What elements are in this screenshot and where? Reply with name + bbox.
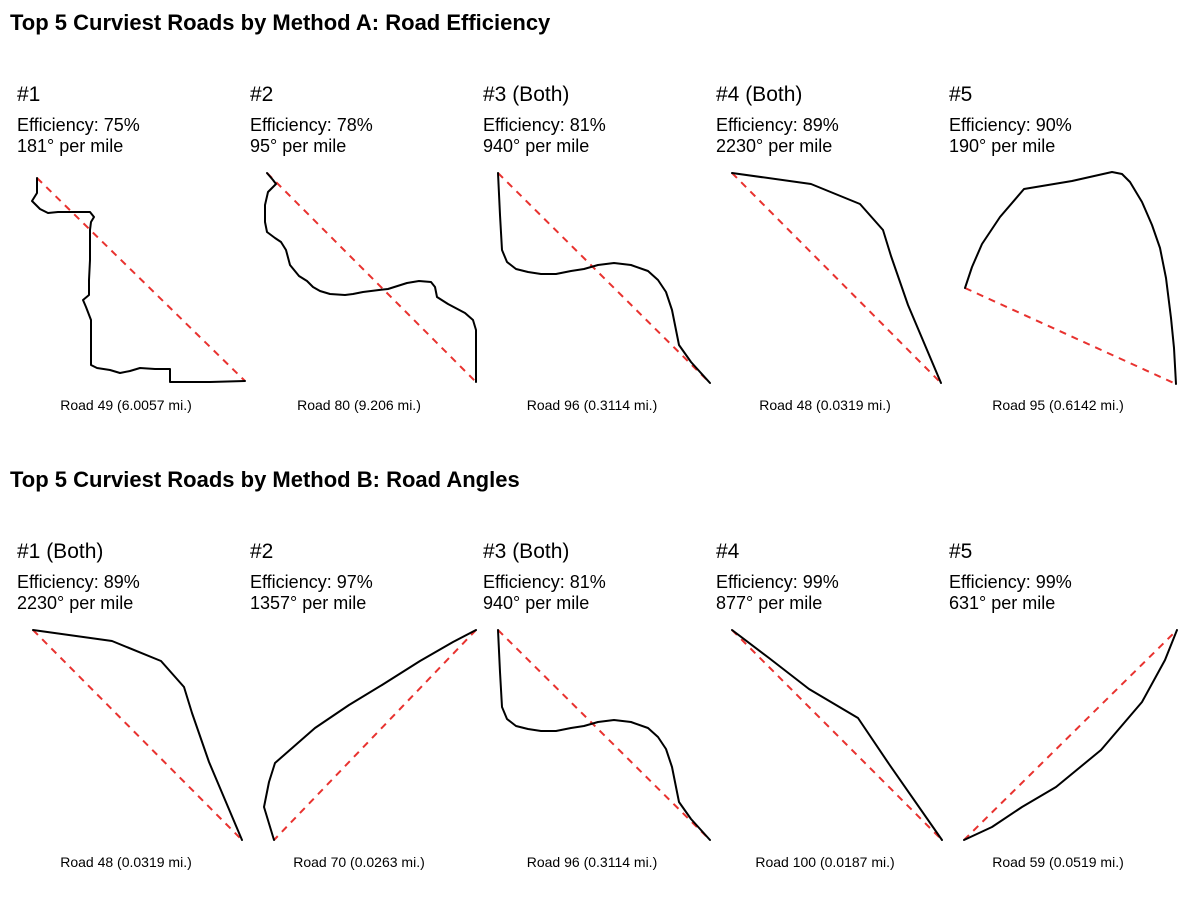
panel-rank-label: #4 (Both)	[716, 83, 803, 106]
road-panel: #2 Efficiency: 97% 1357° per mile Road 70 (…	[243, 467, 477, 887]
road-caption: Road 100 (0.0187 mi.)	[755, 854, 895, 870]
road-caption: Road 80 (9.206 mi.)	[297, 397, 421, 413]
panel-rank-label: #4	[716, 540, 740, 563]
panel-efficiency-label: Efficiency: 89%	[17, 572, 140, 592]
road-shape-plot	[963, 629, 1178, 841]
straight-line-chord	[36, 177, 246, 382]
panel-degrees-label: 2230° per mile	[17, 593, 134, 613]
panel-efficiency-label: Efficiency: 97%	[250, 572, 373, 592]
road-shape-plot	[263, 629, 477, 841]
panel-rank-label: #2	[250, 540, 274, 563]
road-path-line	[964, 171, 1177, 385]
road-panel: #5 Efficiency: 99% 631° per mile Road 59 (0…	[942, 467, 1178, 887]
road-shape-plot	[31, 177, 246, 383]
road-caption: Road 96 (0.3114 mi.)	[526, 397, 658, 413]
panel-rank-label: #5	[949, 540, 973, 563]
panel-degrees-label: 877° per mile	[716, 593, 823, 613]
road-shape-plot	[731, 172, 942, 384]
road-shape-plot	[264, 172, 477, 383]
method-b-title: Top 5 Curviest Roads by Method B: Road A…	[10, 467, 520, 492]
road-path-line	[32, 629, 243, 841]
road-shape-plot	[32, 629, 243, 841]
road-caption: Road 96 (0.3114 mi.)	[526, 854, 658, 870]
straight-line-chord	[964, 287, 1177, 385]
road-panel: #3 (Both) Efficiency: 81% 940° per mile Roa…	[476, 10, 711, 430]
road-path-line	[264, 172, 477, 383]
road-path-line	[497, 629, 711, 841]
panel-degrees-label: 940° per mile	[483, 136, 590, 156]
panel-rank-label: #3 (Both)	[483, 83, 570, 106]
road-caption: Road 48 (0.0319 mi.)	[60, 854, 192, 870]
road-path-line	[263, 629, 477, 841]
panel-degrees-label: 2230° per mile	[716, 136, 833, 156]
panel-efficiency-label: Efficiency: 75%	[17, 115, 140, 135]
road-path-line	[731, 172, 942, 384]
road-panel: #2 Efficiency: 78% 95° per mile Road 80 (9.…	[243, 10, 477, 430]
panel-degrees-label: 181° per mile	[17, 136, 124, 156]
panel-rank-label: #3 (Both)	[483, 540, 570, 563]
panel-degrees-label: 631° per mile	[949, 593, 1056, 613]
method-a-title: Top 5 Curviest Roads by Method A: Road E…	[10, 10, 551, 35]
straight-line-chord	[266, 172, 477, 383]
panel-rank-label: #1	[17, 83, 41, 106]
road-caption: Road 59 (0.0519 mi.)	[992, 854, 1124, 870]
panel-rank-label: #2	[250, 83, 274, 106]
panel-efficiency-label: Efficiency: 89%	[716, 115, 839, 135]
straight-line-chord	[497, 629, 711, 841]
panel-degrees-label: 95° per mile	[250, 136, 347, 156]
road-panel: #4 Efficiency: 99% 877° per mile Road 100 (…	[709, 467, 943, 887]
road-caption: Road 95 (0.6142 mi.)	[992, 397, 1124, 413]
straight-line-chord	[731, 172, 942, 384]
road-shape-plot	[964, 171, 1177, 385]
panel-degrees-label: 190° per mile	[949, 136, 1056, 156]
road-caption: Road 70 (0.0263 mi.)	[293, 854, 425, 870]
panel-efficiency-label: Efficiency: 81%	[483, 572, 606, 592]
straight-line-chord	[731, 629, 943, 841]
panel-efficiency-label: Efficiency: 99%	[949, 572, 1072, 592]
straight-line-chord	[273, 629, 477, 841]
road-shape-plot	[497, 172, 711, 384]
panel-efficiency-label: Efficiency: 78%	[250, 115, 373, 135]
road-panel: #3 (Both) Efficiency: 81% 940° per mile Roa…	[476, 467, 711, 887]
road-panel: #1 Efficiency: 75% 181° per mile Road 49 (6…	[10, 10, 246, 430]
panel-efficiency-label: Efficiency: 99%	[716, 572, 839, 592]
road-panel: #4 (Both) Efficiency: 89% 2230° per mile Ro…	[709, 10, 942, 430]
panel-degrees-label: 1357° per mile	[250, 593, 367, 613]
panel-rank-label: #5	[949, 83, 973, 106]
road-panel: #5 Efficiency: 90% 190° per mile Road 95 (0…	[942, 10, 1177, 430]
road-path-line	[731, 629, 943, 841]
road-caption: Road 48 (0.0319 mi.)	[759, 397, 891, 413]
road-path-line	[31, 177, 246, 383]
panel-degrees-label: 940° per mile	[483, 593, 590, 613]
road-path-line	[963, 629, 1178, 841]
straight-line-chord	[497, 172, 711, 384]
road-caption: Road 49 (6.0057 mi.)	[60, 397, 192, 413]
road-shape-plot	[497, 629, 711, 841]
panel-efficiency-label: Efficiency: 81%	[483, 115, 606, 135]
road-shape-plot	[731, 629, 943, 841]
straight-line-chord	[32, 629, 243, 841]
road-panel: #1 (Both) Efficiency: 89% 2230° per mile Ro…	[10, 467, 243, 887]
panel-efficiency-label: Efficiency: 90%	[949, 115, 1072, 135]
road-path-line	[497, 172, 711, 384]
straight-line-chord	[963, 629, 1178, 841]
panel-rank-label: #1 (Both)	[17, 540, 104, 563]
